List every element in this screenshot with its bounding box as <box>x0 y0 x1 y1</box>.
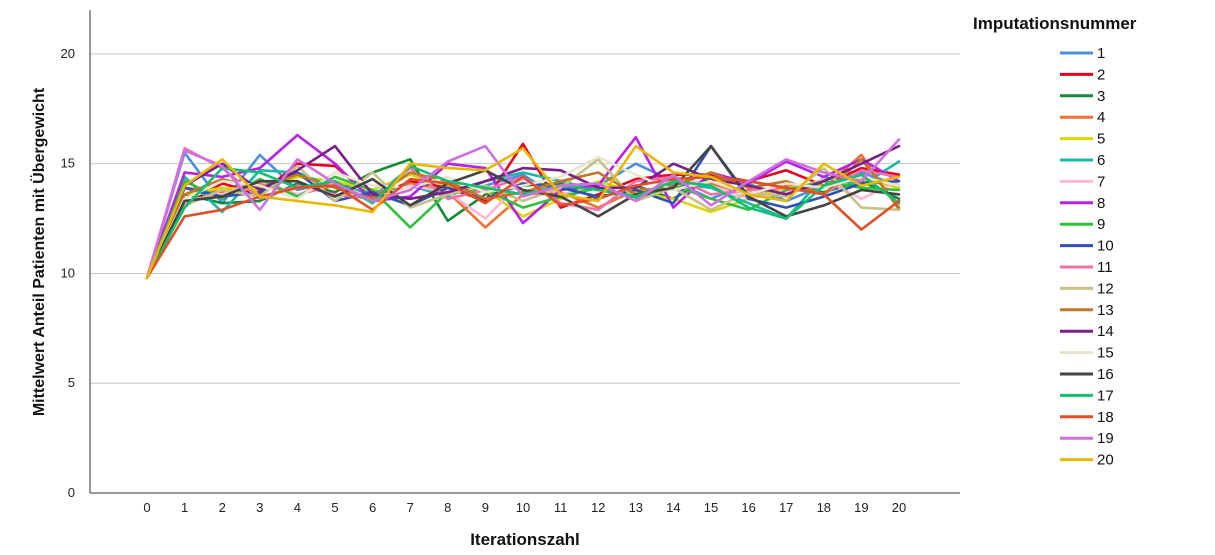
x-tick-label: 5 <box>331 500 338 515</box>
series-line-6 <box>145 160 901 280</box>
x-tick-label: 13 <box>629 500 643 515</box>
x-tick-label: 16 <box>741 500 755 515</box>
x-tick-label: 9 <box>482 500 489 515</box>
x-tick-label: 10 <box>516 500 530 515</box>
legend-label-18: 18 <box>1097 409 1114 426</box>
series-line-14 <box>145 144 901 280</box>
series-line-19 <box>145 138 901 280</box>
legend-label-11: 11 <box>1097 259 1113 276</box>
legend-label-1: 1 <box>1097 45 1105 62</box>
legend-label-19: 19 <box>1097 430 1114 447</box>
legend-label-12: 12 <box>1097 280 1114 297</box>
legend-label-5: 5 <box>1097 131 1105 148</box>
series-line-8 <box>145 133 901 280</box>
gridlines <box>90 53 960 384</box>
legend-label-17: 17 <box>1097 387 1114 404</box>
x-tick-label: 15 <box>704 500 718 515</box>
series-line-12 <box>145 158 901 280</box>
x-tick-label: 14 <box>666 500 680 515</box>
x-tick-label: 11 <box>554 500 568 515</box>
legend: Imputationsnummer 1234567891011121314151… <box>973 14 1137 469</box>
series-line-15 <box>145 155 901 280</box>
legend-title: Imputationsnummer <box>973 14 1137 33</box>
x-tick-label: 0 <box>143 500 150 515</box>
legend-label-15: 15 <box>1097 345 1114 362</box>
legend-label-13: 13 <box>1097 302 1114 319</box>
x-tick-label: 7 <box>407 500 414 515</box>
x-tick-label: 17 <box>779 500 793 515</box>
axes <box>89 10 960 494</box>
x-tick-label: 3 <box>256 500 263 515</box>
legend-label-3: 3 <box>1097 88 1105 105</box>
series-line-10 <box>145 144 901 280</box>
x-tick-label: 19 <box>854 500 868 515</box>
y-axis-title: Mittelwert Anteil Patienten mit Übergewi… <box>29 87 48 416</box>
legend-label-10: 10 <box>1097 238 1114 255</box>
x-tick-label: 2 <box>219 500 226 515</box>
x-tick-label: 1 <box>181 500 188 515</box>
series-line-16 <box>145 144 901 280</box>
legend-label-20: 20 <box>1097 452 1114 469</box>
x-axis-title: Iterationszahl <box>470 530 580 549</box>
x-tick-label: 18 <box>817 500 831 515</box>
series-lines <box>145 133 901 280</box>
legend-label-6: 6 <box>1097 152 1105 169</box>
y-tick-label: 0 <box>68 485 75 500</box>
series-line-20 <box>145 144 901 280</box>
x-tick-label: 8 <box>444 500 451 515</box>
legend-label-7: 7 <box>1097 173 1105 190</box>
y-tick-label: 20 <box>61 46 75 61</box>
legend-label-14: 14 <box>1097 323 1114 340</box>
legend-label-4: 4 <box>1097 109 1105 126</box>
x-tick-labels: 0 1 2 3 4 5 6 7 8 9 10 11 12 13 14 15 16 17 18 19 20 <box>143 500 906 515</box>
y-tick-label: 5 <box>68 375 75 390</box>
x-tick-label: 6 <box>369 500 376 515</box>
y-tick-label: 10 <box>61 265 75 280</box>
legend-label-8: 8 <box>1097 195 1105 212</box>
x-tick-label: 20 <box>892 500 906 515</box>
legend-label-9: 9 <box>1097 216 1105 233</box>
y-tick-label: 15 <box>61 156 75 171</box>
x-tick-label: 12 <box>591 500 605 515</box>
series-line-17 <box>145 164 901 280</box>
legend-label-16: 16 <box>1097 366 1114 383</box>
y-tick-labels: 0 5 10 15 20 <box>61 46 75 500</box>
x-tick-label: 4 <box>294 500 301 515</box>
legend-label-2: 2 <box>1097 66 1105 83</box>
